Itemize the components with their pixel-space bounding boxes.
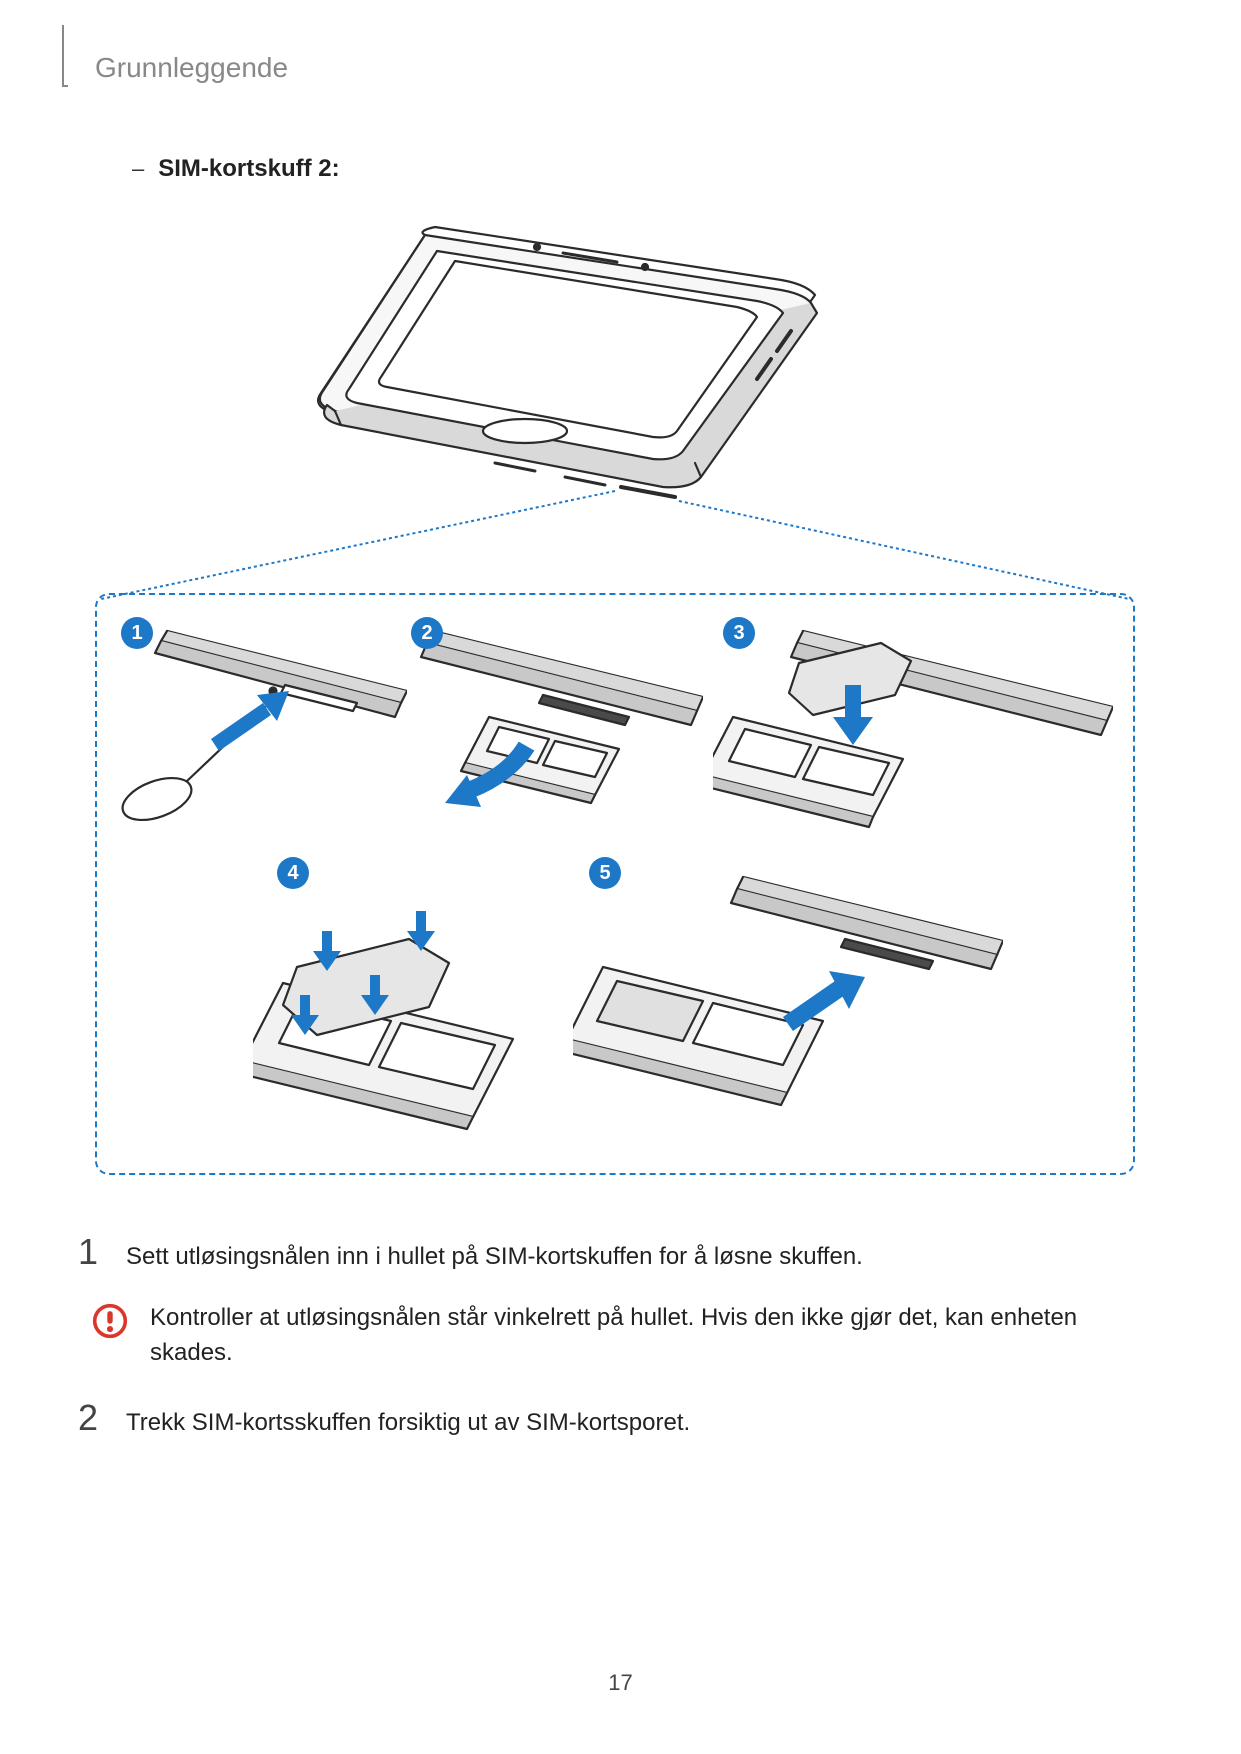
header-tab <box>62 25 68 87</box>
step-1-row: 1 Sett utløsingsnålen inn i hullet på SI… <box>78 1234 1158 1275</box>
step1-illustration <box>117 621 407 831</box>
page-number: 17 <box>608 1670 632 1696</box>
instructions: 1 Sett utløsingsnålen inn i hullet på SI… <box>78 1234 1158 1467</box>
step4-illustration <box>253 867 573 1147</box>
warning-row: Kontroller at utløsingsnålen står vinkel… <box>92 1301 1158 1371</box>
step2-illustration <box>403 621 703 851</box>
step-2-text: Trekk SIM-kortsskuffen forsiktig ut av S… <box>126 1400 690 1441</box>
step-badge-1: 1 <box>121 617 153 649</box>
step-badge-3: 3 <box>723 617 755 649</box>
step-badge-2: 2 <box>411 617 443 649</box>
bullet-dash: – <box>132 156 144 182</box>
step-2-number: 2 <box>78 1400 108 1436</box>
step-2-row: 2 Trekk SIM-kortsskuffen forsiktig ut av… <box>78 1400 1158 1441</box>
figure-area: 1 2 3 4 5 <box>95 195 1135 1195</box>
step-badge-5: 5 <box>589 857 621 889</box>
step5-illustration <box>573 867 1003 1147</box>
step-1-text: Sett utløsingsnålen inn i hullet på SIM-… <box>126 1234 863 1275</box>
step3-illustration <box>713 621 1113 851</box>
step-1-number: 1 <box>78 1234 108 1270</box>
warning-icon <box>92 1303 128 1339</box>
callout-lines <box>95 195 1135 615</box>
subheading: SIM-kortskuff 2: <box>158 155 339 183</box>
subheading-row: – SIM-kortskuff 2: <box>132 155 340 183</box>
steps-box: 1 2 3 4 5 <box>95 593 1135 1175</box>
step-badge-4: 4 <box>277 857 309 889</box>
section-header: Grunnleggende <box>95 52 288 84</box>
warning-text: Kontroller at utløsingsnålen står vinkel… <box>150 1301 1158 1371</box>
